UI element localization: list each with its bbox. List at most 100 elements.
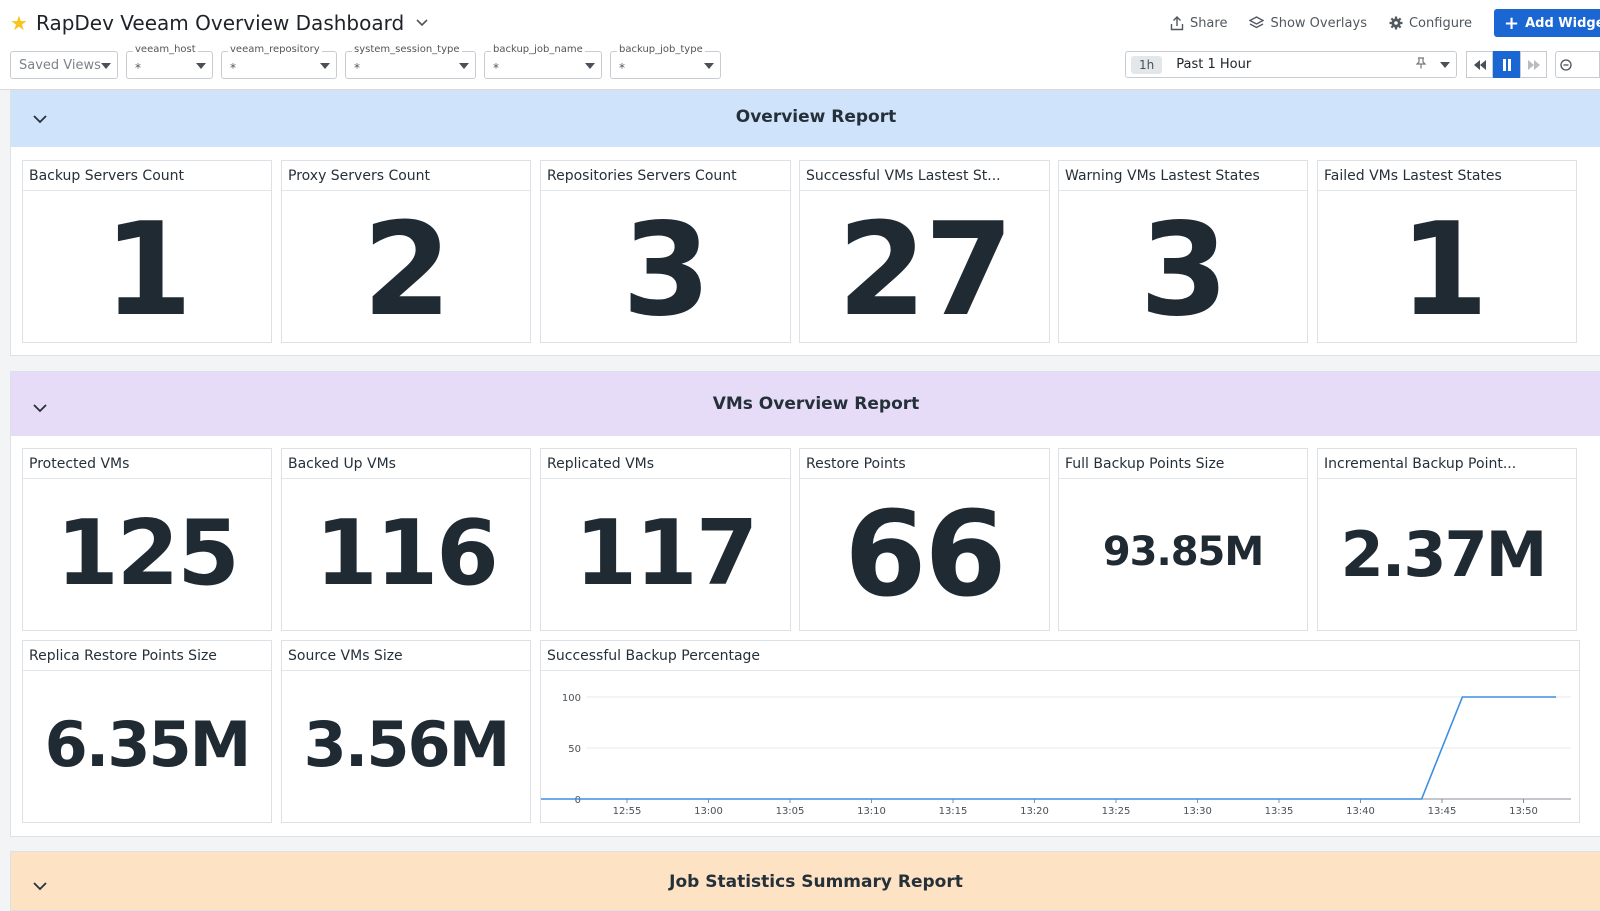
zoom-out-button[interactable] <box>1555 51 1600 78</box>
widget-repositories-servers-count[interactable]: Repositories Servers Count 3 <box>540 160 791 343</box>
time-range-picker[interactable]: 1h Past 1 Hour <box>1125 51 1457 78</box>
widget-title: Successful Backup Percentage <box>541 641 1579 671</box>
chevron-down-icon[interactable] <box>416 16 428 31</box>
saved-views-dropdown[interactable]: Saved Views <box>10 51 118 79</box>
widget-protected-vms[interactable]: Protected VMs 125 <box>22 448 272 631</box>
filter-value: * <box>135 61 141 75</box>
widget-value: 1 <box>103 196 192 345</box>
collapse-chevron-icon[interactable] <box>33 398 47 417</box>
widget-failed-vms[interactable]: Failed VMs Lastest States 1 <box>1317 160 1577 343</box>
group-title: VMs Overview Report <box>712 394 920 414</box>
add-widgets-button[interactable]: + Add Widgets <box>1494 9 1600 37</box>
filter-veeam-repository[interactable]: veeam_repository * <box>221 44 337 79</box>
top-bar: ★ RapDev Veeam Overview Dashboard Share … <box>0 0 1600 90</box>
widget-value: 2 <box>362 196 451 345</box>
dashboard-title[interactable]: RapDev Veeam Overview Dashboard <box>36 11 405 35</box>
playback-controls <box>1466 51 1547 78</box>
job-statistics-group: Job Statistics Summary Report <box>10 851 1600 911</box>
x-tick-label: 12:55 <box>613 806 642 817</box>
line-chart[interactable]: 100 50 0 12:55 13:00 13:05 13:10 13:15 13:20 13:2… <box>541 672 1581 822</box>
y-tick-label: 0 <box>575 795 581 806</box>
widget-warning-vms[interactable]: Warning VMs Lastest States 3 <box>1058 160 1308 343</box>
widget-value: 27 <box>837 196 1013 345</box>
filter-veeam-host[interactable]: veeam_host * <box>126 44 213 79</box>
header-actions: Share Show Overlays Configure + Add Widg… <box>1170 8 1600 38</box>
widget-successful-vms[interactable]: Successful VMs Lastest St... 27 <box>799 160 1050 343</box>
fast-forward-button[interactable] <box>1520 51 1547 78</box>
widget-replicated-vms[interactable]: Replicated VMs 117 <box>540 448 791 631</box>
group-header[interactable]: VMs Overview Report <box>11 372 1600 436</box>
fast-forward-icon <box>1527 59 1540 70</box>
widget-backed-up-vms[interactable]: Backed Up VMs 116 <box>281 448 531 631</box>
widget-title: Source VMs Size <box>282 641 530 671</box>
x-tick-label: 13:40 <box>1346 806 1375 817</box>
collapse-chevron-icon[interactable] <box>33 876 47 895</box>
collapse-chevron-icon[interactable] <box>33 109 47 128</box>
widget-title: Warning VMs Lastest States <box>1059 161 1307 191</box>
share-label: Share <box>1189 15 1228 31</box>
x-tick-label: 13:15 <box>939 806 968 817</box>
pause-button[interactable] <box>1493 51 1520 78</box>
show-overlays-button[interactable]: Show Overlays <box>1249 16 1367 31</box>
favorite-star-icon[interactable]: ★ <box>10 11 28 35</box>
rewind-icon <box>1473 59 1486 70</box>
caret-down-icon <box>320 63 330 69</box>
saved-views-label: Saved Views <box>19 57 101 73</box>
group-header[interactable]: Job Statistics Summary Report <box>11 852 1600 910</box>
time-range-label: Past 1 Hour <box>1176 57 1252 72</box>
caret-down-icon <box>704 63 714 69</box>
widget-replica-restore-points-size[interactable]: Replica Restore Points Size 6.35M <box>22 640 272 823</box>
y-tick-label: 50 <box>568 744 581 755</box>
widget-backup-servers-count[interactable]: Backup Servers Count 1 <box>22 160 272 343</box>
widget-title: Backup Servers Count <box>23 161 271 191</box>
widget-title: Repositories Servers Count <box>541 161 790 191</box>
filter-value: * <box>493 61 499 75</box>
show-overlays-label: Show Overlays <box>1270 15 1367 31</box>
caret-down-icon <box>101 63 111 69</box>
pin-icon[interactable] <box>1415 57 1427 72</box>
widget-value: 66 <box>844 485 1006 623</box>
filter-backup-job-type[interactable]: backup_job_type * <box>610 44 721 79</box>
gear-icon <box>1389 16 1403 30</box>
group-title: Job Statistics Summary Report <box>669 872 963 892</box>
filter-system-session-type[interactable]: system_session_type * <box>345 44 476 79</box>
widget-successful-backup-percentage[interactable]: Successful Backup Percentage 100 50 0 12:55… <box>540 640 1580 823</box>
configure-button[interactable]: Configure <box>1389 16 1472 31</box>
widget-title: Full Backup Points Size <box>1059 449 1307 479</box>
y-tick-label: 100 <box>562 693 581 704</box>
widget-incremental-backup-points[interactable]: Incremental Backup Point... 2.37M <box>1317 448 1577 631</box>
group-title: Overview Report <box>735 107 897 127</box>
filter-label: backup_job_type <box>617 44 705 56</box>
widget-value: 3.56M <box>303 708 511 781</box>
x-tick-label: 13:35 <box>1265 806 1294 817</box>
title-row: ★ RapDev Veeam Overview Dashboard <box>10 8 428 38</box>
zoom-out-control <box>1555 51 1600 78</box>
filter-label: backup_job_name <box>491 44 585 56</box>
x-tick-label: 13:25 <box>1102 806 1131 817</box>
share-icon <box>1170 15 1184 30</box>
widget-value: 6.35M <box>44 708 252 781</box>
widget-title: Incremental Backup Point... <box>1318 449 1576 479</box>
add-widgets-label: Add Widgets <box>1525 15 1600 31</box>
widget-title: Backed Up VMs <box>282 449 530 479</box>
widget-title: Failed VMs Lastest States <box>1318 161 1576 191</box>
widget-value: 3 <box>1139 196 1228 345</box>
x-tick-label: 13:10 <box>857 806 886 817</box>
widget-proxy-servers-count[interactable]: Proxy Servers Count 2 <box>281 160 531 343</box>
group-header[interactable]: Overview Report <box>11 91 1600 147</box>
pause-icon <box>1502 58 1511 71</box>
widget-value: 2.37M <box>1340 518 1548 591</box>
caret-down-icon <box>196 63 206 69</box>
share-button[interactable]: Share <box>1170 15 1228 31</box>
widget-source-vms-size[interactable]: Source VMs Size 3.56M <box>281 640 531 823</box>
caret-down-icon <box>459 63 469 69</box>
rewind-button[interactable] <box>1466 51 1493 78</box>
template-variables: Saved Views veeam_host * veeam_repositor… <box>10 44 729 79</box>
caret-down-icon <box>1440 62 1450 68</box>
plus-icon: + <box>1504 12 1520 34</box>
widget-restore-points[interactable]: Restore Points 66 <box>799 448 1050 631</box>
widget-full-backup-points-size[interactable]: Full Backup Points Size 93.85M <box>1058 448 1308 631</box>
filter-label: veeam_repository <box>228 44 322 56</box>
series-line <box>541 696 1557 800</box>
filter-backup-job-name[interactable]: backup_job_name * <box>484 44 602 79</box>
